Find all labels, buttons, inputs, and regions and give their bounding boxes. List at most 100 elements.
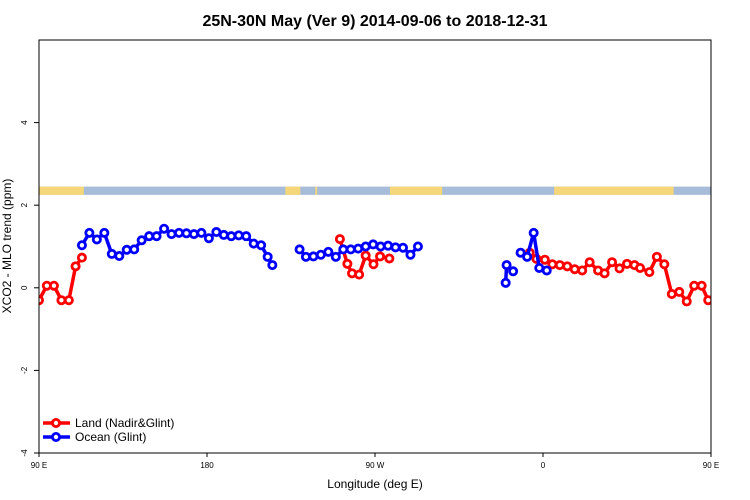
series-1-point-0-3 (99, 227, 110, 238)
series-1-point-0-26 (267, 260, 278, 271)
series-1-point-0-17 (203, 233, 214, 244)
series-0-point-1-5 (368, 259, 379, 270)
series-1-line-4 (723, 229, 750, 256)
series-0-point-2-4 (554, 260, 565, 271)
series-0-point-1-7 (384, 253, 395, 264)
series-1-point-1-16 (412, 241, 423, 252)
series-0-point-2-6 (569, 264, 580, 275)
series-0-point-2-16 (644, 267, 655, 278)
series-1-point-0-14 (181, 228, 192, 239)
series-1-point-0-12 (166, 229, 177, 240)
series-0-point-2-2 (539, 254, 550, 265)
series-1 (76, 223, 750, 288)
y-tick-label-4: 4 (20, 120, 29, 125)
series-1-point-2-1 (501, 260, 512, 271)
series-1-point-0-5 (114, 250, 125, 261)
series-0-point-2-24 (703, 295, 711, 306)
series-layer (39, 223, 750, 307)
series-1-point-1-14 (397, 242, 408, 253)
series-0-point-2-10 (599, 268, 610, 279)
y-tick-label-3: 2 (20, 202, 29, 207)
series-0-point-2-15 (635, 262, 646, 273)
series-0-point-2-23 (696, 280, 707, 291)
y-tick-label-2: 0 (20, 285, 29, 290)
series-0-point-2-13 (622, 258, 633, 269)
x-tick-label-1: 180 (200, 461, 214, 470)
series-0-point-1-6 (375, 251, 386, 262)
series-1-point-4-3 (739, 229, 746, 236)
series-1-point-0-24 (256, 240, 267, 251)
land-strip-segment-4 (554, 186, 674, 195)
legend-marker-1 (51, 431, 62, 442)
series-0-point-0-4 (63, 295, 74, 306)
series-1-point-1-2 (308, 251, 319, 262)
series-1-point-0-25 (262, 251, 273, 262)
series-1-point-2-2 (508, 266, 519, 277)
series-1-point-4-0 (720, 242, 727, 249)
series-1-point-0-20 (226, 231, 237, 242)
x-axis-label: Longitude (deg E) (327, 477, 422, 491)
series-1-point-1-4 (323, 246, 334, 257)
series-0-point-2-26 (720, 263, 727, 270)
x-tick-label-0: 90 E (31, 461, 47, 470)
x-tick-label-2: 90 W (366, 461, 385, 470)
series-0-point-2-25 (710, 298, 711, 302)
series-1-point-0-15 (188, 229, 199, 240)
land-strip-segment-2 (315, 186, 318, 195)
series-1-point-0-0 (76, 240, 87, 251)
series-1-point-1-7 (345, 244, 356, 255)
series-0-point-0-2 (48, 280, 59, 291)
series-0-point-2-11 (607, 257, 618, 268)
series-1-point-3-4 (541, 265, 552, 276)
series-1-point-3-1 (522, 251, 533, 262)
y-tick-label-0: -4 (20, 449, 29, 457)
series-1-point-3-0 (515, 247, 526, 258)
x-tick-label-3: 0 (541, 461, 546, 470)
series-0-point-2-27 (726, 254, 733, 261)
series-1-point-0-10 (151, 231, 162, 242)
y-tick-label-1: -2 (20, 366, 29, 374)
series-1-point-1-12 (383, 240, 394, 251)
series-1-point-4-2 (733, 236, 740, 243)
land-strip-segment-1 (285, 186, 301, 195)
series-1-point-3-2 (528, 227, 539, 238)
x-tick-label-4: 90 E (703, 461, 719, 470)
series-1-point-0-19 (218, 229, 229, 240)
series-1-point-0-1 (84, 227, 95, 238)
legend-marker-0 (51, 417, 62, 428)
land-strip-segment-3 (389, 186, 443, 195)
series-1-point-1-0 (294, 244, 305, 255)
series-1-point-1-15 (405, 249, 416, 260)
series-0 (39, 234, 733, 307)
series-1-point-0-23 (248, 238, 259, 249)
series-1-point-4-1 (726, 229, 733, 236)
series-1-point-1-11 (375, 241, 386, 252)
series-1-point-0-11 (159, 223, 170, 234)
series-0-point-2-12 (614, 263, 625, 274)
land-strip-segment-0 (39, 186, 84, 195)
series-1-point-4-4 (746, 250, 750, 257)
series-1-point-0-21 (233, 230, 244, 241)
series-0-point-1-4 (360, 250, 371, 261)
series-1-point-2-0 (500, 277, 511, 288)
series-1-point-0-8 (136, 235, 147, 246)
chart-title: 25N-30N May (Ver 9) 2014-09-06 to 2018-1… (202, 13, 547, 30)
series-0-point-1-3 (354, 269, 365, 280)
series-0-point-0-6 (76, 252, 87, 263)
series-0-point-2-7 (577, 265, 588, 276)
series-0-point-2-8 (584, 257, 595, 268)
series-0-point-1-1 (342, 258, 353, 269)
legend-label-0: Land (Nadir&Glint) (75, 416, 174, 430)
land-ocean-strip (39, 186, 711, 195)
y-axis-label: XCO2 - MLO trend (ppm) (0, 179, 14, 314)
legend: Land (Nadir&Glint)Ocean (Glint) (43, 416, 174, 444)
series-0-point-2-21 (681, 296, 692, 307)
y-axis: -4 -2 0 2 4 (20, 120, 39, 457)
ocean-strip (39, 186, 711, 195)
series-1-point-0-7 (129, 244, 140, 255)
series-1-point-0-22 (241, 231, 252, 242)
series-0-point-2-17 (651, 251, 662, 262)
series-0-point-1-0 (334, 234, 345, 245)
